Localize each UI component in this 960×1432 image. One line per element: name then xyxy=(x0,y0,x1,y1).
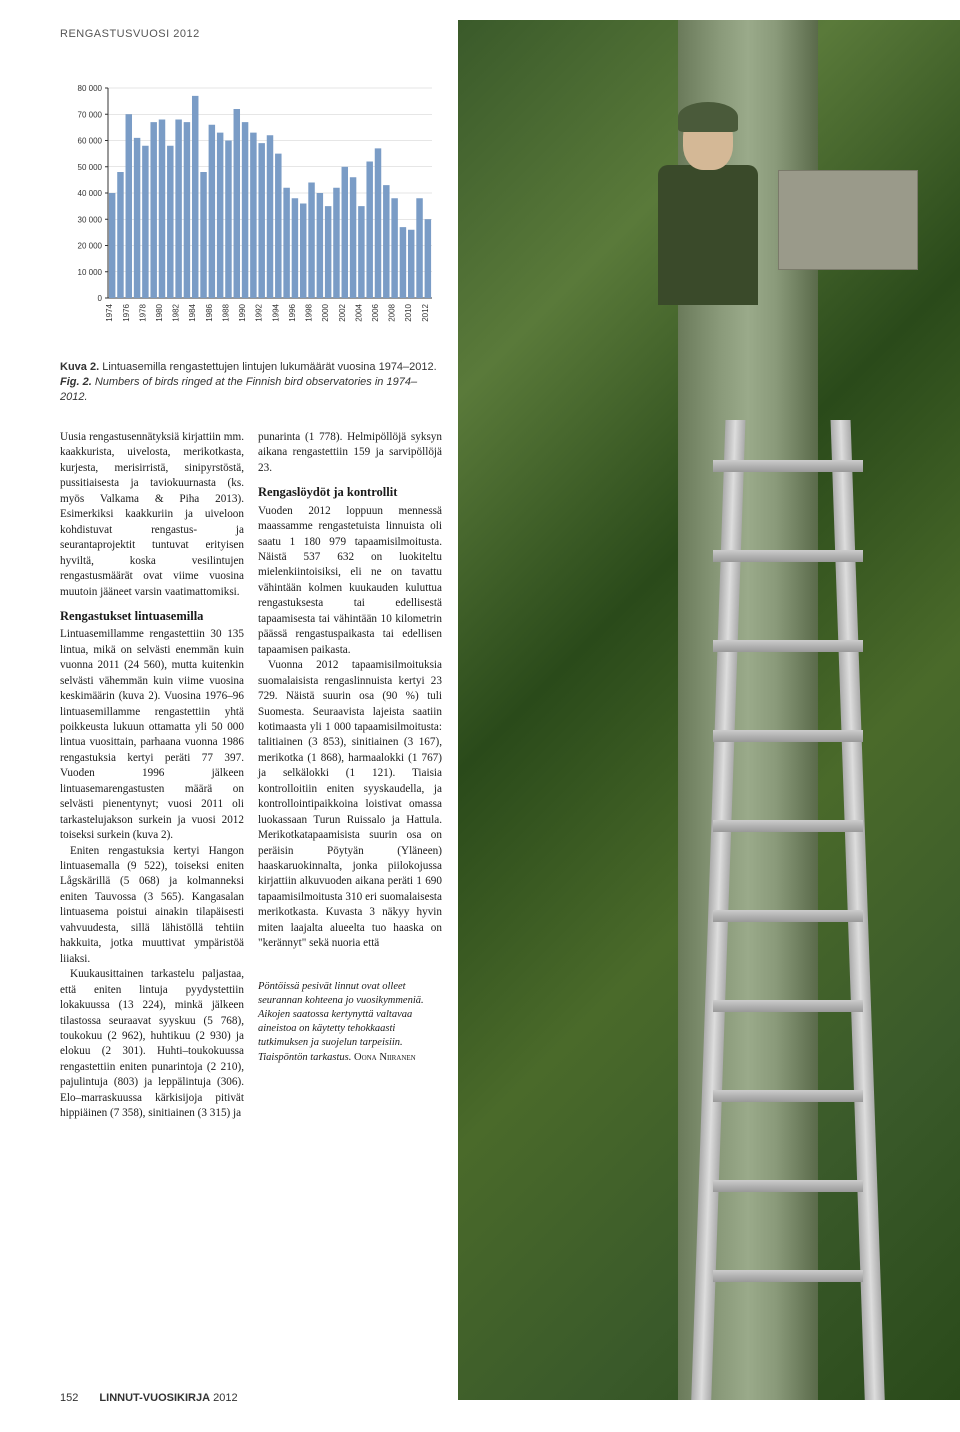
ladder-rung xyxy=(713,910,863,922)
page-footer: 152 LINNUT-VUOSIKIRJA 2012 xyxy=(60,1392,238,1404)
ladder-rung xyxy=(713,460,863,472)
svg-text:0: 0 xyxy=(98,294,103,303)
chart-svg: 0 10 000 20 000 30 000 40 000 50 000 60 000 70 … xyxy=(60,80,440,340)
photo-person xyxy=(638,110,778,390)
svg-text:1990: 1990 xyxy=(238,303,247,321)
caption-fi-text: Lintuasemilla rengastettujen lintujen lu… xyxy=(99,361,437,373)
svg-text:2004: 2004 xyxy=(354,303,363,321)
photo-ladder xyxy=(698,420,878,1400)
svg-text:50 000: 50 000 xyxy=(78,163,103,172)
page-number: 152 xyxy=(60,1392,78,1404)
svg-text:1986: 1986 xyxy=(205,303,214,321)
photo-body xyxy=(658,165,758,305)
svg-text:1994: 1994 xyxy=(271,303,280,321)
svg-text:1974: 1974 xyxy=(105,303,114,321)
paragraph: Vuonna 2012 tapaamisilmoituksia suomalai… xyxy=(258,658,442,952)
footer-title-bold: LINNUT-VUOSIKIRJA xyxy=(99,1392,210,1404)
paragraph: Uusia rengastusennätyksiä kirjattiin mm.… xyxy=(60,430,244,600)
svg-text:1998: 1998 xyxy=(305,303,314,321)
body-columns: Uusia rengastusennätyksiä kirjattiin mm.… xyxy=(60,430,442,1122)
caption-fig-label: Fig. 2. xyxy=(60,376,92,388)
svg-text:1982: 1982 xyxy=(172,303,181,321)
ladder-rung xyxy=(713,1270,863,1282)
photo-cap xyxy=(678,102,738,132)
svg-text:1976: 1976 xyxy=(122,303,131,321)
footer-title-rest: 2012 xyxy=(210,1392,238,1404)
svg-text:1996: 1996 xyxy=(288,303,297,321)
svg-text:1988: 1988 xyxy=(221,303,230,321)
svg-text:2008: 2008 xyxy=(388,303,397,321)
column-right: punarinta (1 778). Helmipöllöjä syksyn a… xyxy=(258,430,442,1122)
ladder-rung xyxy=(713,550,863,562)
bar-chart: 0 10 000 20 000 30 000 40 000 50 000 60 000 70 … xyxy=(60,80,440,340)
column-left: Uusia rengastusennätyksiä kirjattiin mm.… xyxy=(60,430,244,1122)
ladder-rung xyxy=(713,1000,863,1012)
svg-text:80 000: 80 000 xyxy=(78,84,103,93)
svg-text:60 000: 60 000 xyxy=(78,137,103,146)
svg-text:70 000: 70 000 xyxy=(78,110,103,119)
photo-caption: Pöntöissä pesivät linnut ovat olleet seu… xyxy=(258,980,442,1065)
svg-text:1984: 1984 xyxy=(188,303,197,321)
paragraph: Kuukausittainen tarkastelu paljastaa, et… xyxy=(60,967,244,1122)
paragraph: Eniten rengastuksia kertyi Hangon lintua… xyxy=(60,844,244,968)
svg-text:30 000: 30 000 xyxy=(78,215,103,224)
photo-caption-text: Pöntöissä pesivät linnut ovat olleet seu… xyxy=(258,981,424,1063)
paragraph: punarinta (1 778). Helmipöllöjä syksyn a… xyxy=(258,430,442,476)
svg-text:40 000: 40 000 xyxy=(78,189,103,198)
page-header: RENGASTUSVUOSI 2012 xyxy=(60,28,200,40)
svg-text:2010: 2010 xyxy=(404,303,413,321)
ladder-rung xyxy=(713,730,863,742)
svg-text:2006: 2006 xyxy=(371,303,380,321)
chart-caption: Kuva 2. Lintuasemilla rengastettujen lin… xyxy=(60,360,440,405)
svg-text:1980: 1980 xyxy=(155,303,164,321)
ladder-rung xyxy=(713,640,863,652)
photo-nestbox xyxy=(778,170,918,270)
svg-text:2000: 2000 xyxy=(321,303,330,321)
svg-text:2012: 2012 xyxy=(421,303,430,321)
paragraph: Vuoden 2012 loppuun mennessä maassamme r… xyxy=(258,504,442,659)
ladder-rung xyxy=(713,1090,863,1102)
svg-text:10 000: 10 000 xyxy=(78,268,103,277)
svg-text:1978: 1978 xyxy=(138,303,147,321)
caption-en-text: Numbers of birds ringed at the Finnish b… xyxy=(60,376,417,403)
svg-text:2002: 2002 xyxy=(338,303,347,321)
article-photo xyxy=(458,20,960,1400)
svg-text:1992: 1992 xyxy=(255,303,264,321)
section-heading: Rengastukset lintuasemilla xyxy=(60,608,244,625)
svg-text:20 000: 20 000 xyxy=(78,242,103,251)
ladder-rung xyxy=(713,1180,863,1192)
paragraph: Lintuasemillamme rengastettiin 30 135 li… xyxy=(60,627,244,843)
photo-credit: Oona Niiranen xyxy=(354,1052,416,1063)
section-heading: Rengaslöydöt ja kontrollit xyxy=(258,484,442,501)
caption-kuva-label: Kuva 2. xyxy=(60,361,99,373)
ladder-rung xyxy=(713,820,863,832)
